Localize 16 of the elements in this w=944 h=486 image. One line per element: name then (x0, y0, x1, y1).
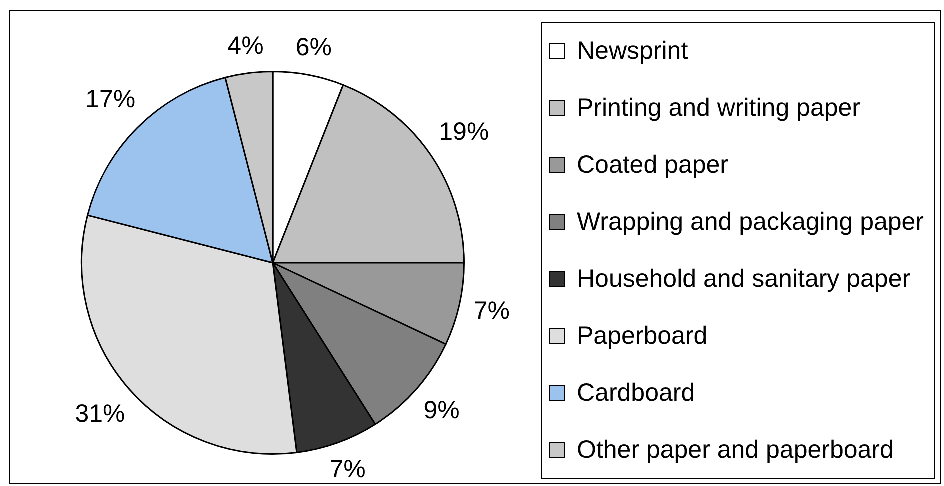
data-label: 19% (439, 118, 490, 146)
data-label: 6% (296, 33, 332, 62)
legend-label: Newsprint (577, 36, 688, 65)
data-label: 9% (424, 396, 460, 425)
data-label: 7% (330, 456, 366, 484)
legend-label: Paperboard (577, 322, 708, 350)
legend-label: Cardboard (577, 378, 696, 407)
legend-label: Wrapping and packaging paper (577, 208, 924, 236)
data-label: 4% (228, 32, 264, 60)
data-label: 7% (474, 296, 510, 325)
legend-label: Coated paper (577, 150, 729, 179)
legend-label: Printing and writing paper (577, 94, 860, 122)
data-label: 17% (86, 85, 136, 114)
legend-label: Household and sanitary paper (577, 264, 911, 293)
legend-label: Other paper and paperboard (577, 436, 894, 464)
data-label: 31% (75, 400, 126, 428)
